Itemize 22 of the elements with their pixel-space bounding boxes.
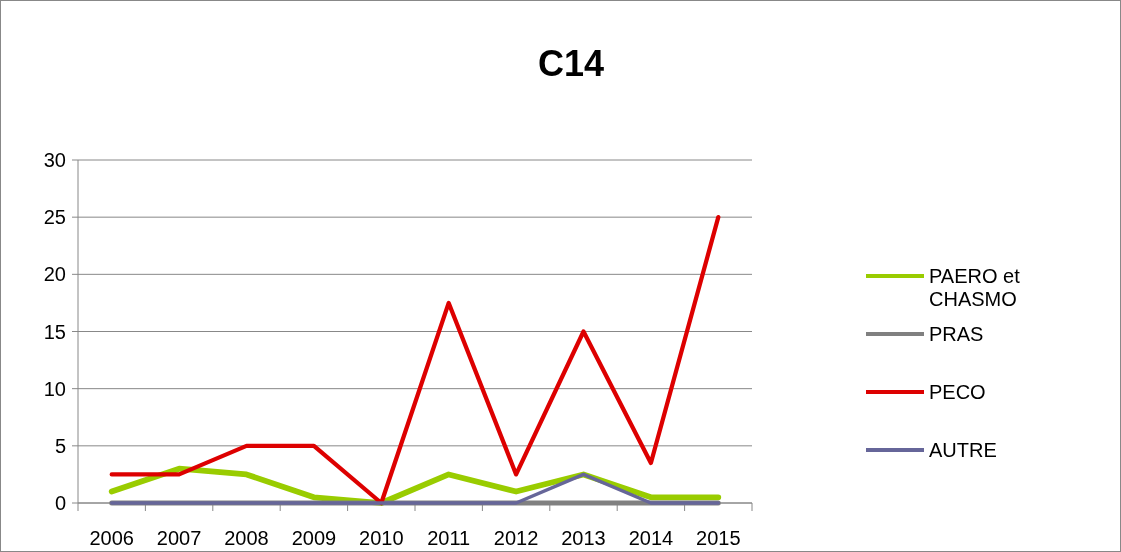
legend-label: PECO	[929, 381, 986, 403]
x-tick-label: 2014	[628, 527, 674, 549]
y-tick-label: 5	[54, 434, 66, 457]
x-tick-label: 2008	[224, 527, 269, 549]
y-tick-label: 30	[43, 149, 66, 171]
y-tick-label: 20	[43, 263, 66, 286]
x-tick-label: 2009	[291, 527, 337, 549]
legend-label: PAERO et CHASMO	[929, 265, 1021, 310]
x-tick-label: 2011	[427, 527, 471, 549]
chart-title: C14	[537, 43, 605, 84]
legend-label: AUTRE	[929, 439, 997, 461]
legend-label: PRAS	[929, 323, 984, 345]
y-tick-label: 15	[43, 320, 66, 343]
y-tick-label: 10	[43, 377, 66, 400]
x-tick-label: 2007	[156, 527, 202, 549]
y-tick-label: 0	[54, 492, 66, 514]
x-tick-label: 2015	[696, 527, 741, 549]
x-tick-label: 2012	[493, 527, 539, 549]
y-tick-label: 25	[43, 206, 66, 229]
x-tick-label: 2010	[359, 527, 404, 549]
x-tick-label: 2013	[561, 527, 606, 549]
x-tick-label: 2006	[89, 527, 134, 549]
